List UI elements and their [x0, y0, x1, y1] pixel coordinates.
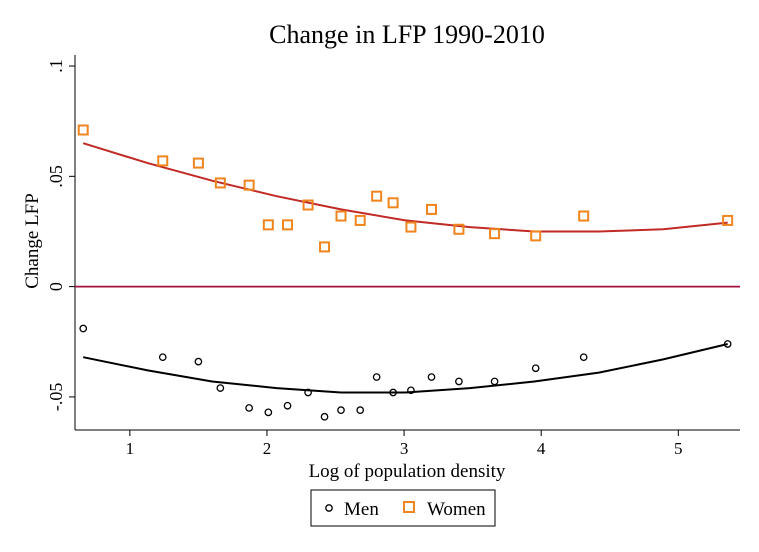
data-point-women	[530, 230, 542, 242]
data-point-men	[372, 373, 381, 381]
y-tick-label: .05	[46, 165, 66, 188]
data-point-men	[283, 401, 292, 410]
data-point-women	[405, 221, 417, 233]
data-point-men	[427, 373, 436, 381]
x-tick-label: 4	[537, 439, 546, 458]
data-point-men	[723, 340, 732, 348]
data-point-women	[243, 179, 255, 191]
data-point-women	[354, 214, 366, 226]
y-tick-label: 0	[46, 282, 66, 291]
data-point-men	[158, 353, 167, 362]
data-point-women	[578, 210, 590, 222]
y-axis-label: Change LFP	[22, 193, 43, 289]
data-point-women	[489, 228, 501, 240]
data-point-women	[453, 223, 465, 235]
x-axis-label: Log of population density	[309, 461, 506, 482]
data-point-women	[722, 214, 734, 226]
data-point-women	[387, 197, 399, 209]
data-point-men	[337, 406, 345, 414]
data-point-men	[579, 353, 588, 362]
data-point-women	[77, 124, 89, 136]
legend: Men Women	[310, 489, 496, 527]
data-point-women	[157, 155, 169, 167]
legend-label-men: Men	[344, 499, 379, 520]
data-point-men	[216, 384, 225, 392]
fit-line-women	[82, 142, 728, 233]
data-point-men	[245, 404, 253, 412]
x-tick-label: 3	[400, 439, 409, 458]
legend-marker-women	[403, 501, 415, 513]
plot-area: -.05 0 .05 .1 1 2 3 4 5	[46, 55, 740, 458]
data-point-men	[79, 324, 88, 333]
data-point-women	[262, 219, 274, 231]
data-point-women	[319, 241, 331, 253]
data-point-men	[531, 364, 540, 373]
data-point-men	[389, 388, 397, 397]
data-point-women	[282, 219, 294, 231]
data-point-men	[320, 412, 329, 421]
data-point-women	[192, 157, 204, 169]
legend-label-women: Women	[427, 499, 486, 520]
x-tick-label: 1	[126, 439, 135, 458]
data-point-men	[194, 357, 203, 366]
data-point-women	[371, 190, 383, 202]
fit-line-men	[82, 343, 728, 394]
data-point-men	[490, 377, 499, 386]
data-point-men	[356, 406, 365, 414]
data-point-men	[455, 377, 463, 386]
y-tick-label: .1	[46, 59, 66, 73]
data-point-women	[335, 210, 347, 222]
chart-title: Change in LFP 1990-2010	[269, 20, 545, 49]
data-point-women	[302, 199, 314, 211]
data-point-women	[425, 203, 437, 215]
x-tick-label: 2	[263, 439, 272, 458]
data-point-women	[214, 177, 226, 189]
data-point-men	[304, 388, 312, 397]
data-point-men	[264, 408, 273, 417]
y-tick-label: -.05	[46, 383, 66, 412]
data-point-men	[407, 386, 415, 395]
x-tick-label: 5	[674, 439, 683, 458]
legend-marker-men	[325, 504, 333, 512]
